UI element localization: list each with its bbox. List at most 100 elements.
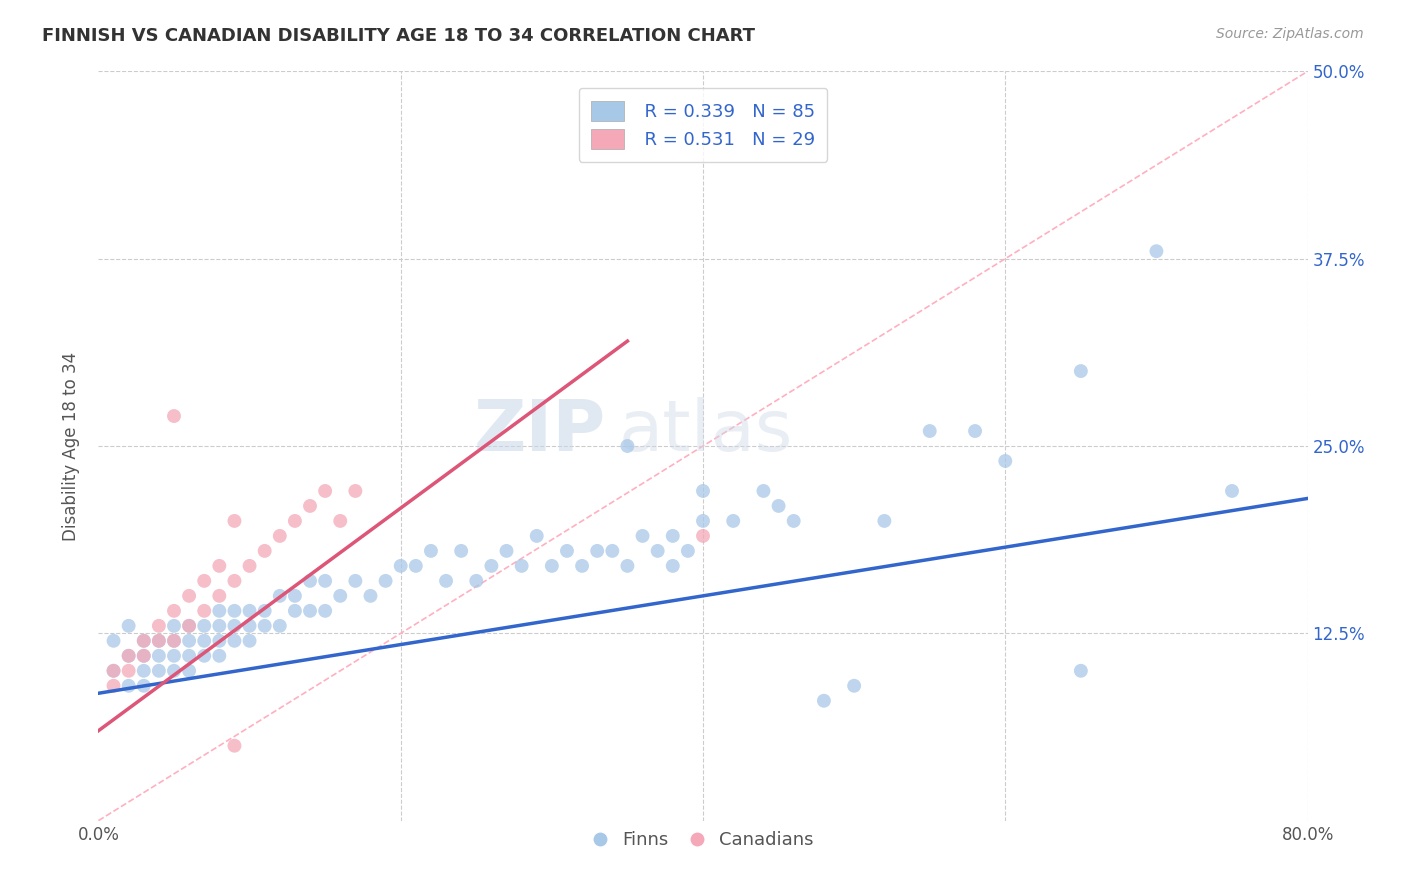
Point xyxy=(118,648,141,663)
Point xyxy=(208,648,231,663)
Point xyxy=(179,619,201,633)
Point xyxy=(224,574,246,588)
Point xyxy=(284,589,307,603)
Point xyxy=(179,619,201,633)
Point xyxy=(224,739,246,753)
Point xyxy=(103,664,125,678)
Point xyxy=(450,544,472,558)
Point xyxy=(163,664,186,678)
Point xyxy=(103,679,125,693)
Y-axis label: Disability Age 18 to 34: Disability Age 18 to 34 xyxy=(62,351,80,541)
Point xyxy=(118,619,141,633)
Point xyxy=(374,574,396,588)
Point xyxy=(239,633,262,648)
Point xyxy=(329,514,352,528)
Point xyxy=(208,558,231,573)
Point xyxy=(239,619,262,633)
Point xyxy=(239,604,262,618)
Point xyxy=(465,574,488,588)
Point xyxy=(208,619,231,633)
Point xyxy=(813,694,835,708)
Point xyxy=(692,514,714,528)
Point xyxy=(752,483,775,498)
Point xyxy=(193,633,215,648)
Point xyxy=(329,589,352,603)
Point xyxy=(540,558,562,573)
Point xyxy=(299,574,322,588)
Point xyxy=(224,604,246,618)
Point xyxy=(481,558,503,573)
Legend: Finns, Canadians: Finns, Canadians xyxy=(586,824,820,856)
Point xyxy=(163,633,186,648)
Point xyxy=(132,648,155,663)
Point xyxy=(420,544,443,558)
Point xyxy=(768,499,790,513)
Point xyxy=(676,544,699,558)
Point xyxy=(148,648,170,663)
Point xyxy=(360,589,382,603)
Point xyxy=(692,483,714,498)
Point xyxy=(405,558,427,573)
Point xyxy=(239,558,262,573)
Point xyxy=(148,633,170,648)
Point xyxy=(193,619,215,633)
Point xyxy=(602,544,624,558)
Point xyxy=(314,483,336,498)
Point xyxy=(918,424,941,438)
Text: FINNISH VS CANADIAN DISABILITY AGE 18 TO 34 CORRELATION CHART: FINNISH VS CANADIAN DISABILITY AGE 18 TO… xyxy=(42,27,755,45)
Point xyxy=(661,529,683,543)
Point xyxy=(163,633,186,648)
Point xyxy=(224,619,246,633)
Point xyxy=(631,529,654,543)
Point xyxy=(284,514,307,528)
Point xyxy=(299,604,322,618)
Point xyxy=(179,633,201,648)
Point xyxy=(224,514,246,528)
Point xyxy=(723,514,745,528)
Point xyxy=(118,648,141,663)
Point xyxy=(616,558,638,573)
Point xyxy=(132,679,155,693)
Point xyxy=(269,619,291,633)
Point xyxy=(132,664,155,678)
Point xyxy=(389,558,412,573)
Point xyxy=(163,409,186,423)
Point xyxy=(179,664,201,678)
Point xyxy=(1070,364,1092,378)
Point xyxy=(965,424,987,438)
Point xyxy=(526,529,548,543)
Point xyxy=(1220,483,1243,498)
Point xyxy=(1070,664,1092,678)
Point xyxy=(179,648,201,663)
Point xyxy=(692,529,714,543)
Point xyxy=(344,574,367,588)
Point xyxy=(616,439,638,453)
Point xyxy=(253,544,276,558)
Point xyxy=(1144,244,1167,259)
Point xyxy=(208,589,231,603)
Point xyxy=(193,574,215,588)
Point xyxy=(253,619,276,633)
Point xyxy=(118,664,141,678)
Point xyxy=(314,604,336,618)
Point xyxy=(284,604,307,618)
Point xyxy=(873,514,896,528)
Point xyxy=(510,558,533,573)
Point xyxy=(434,574,457,588)
Point xyxy=(344,483,367,498)
Point xyxy=(555,544,578,558)
Point xyxy=(299,499,322,513)
Point xyxy=(148,619,170,633)
Point xyxy=(163,604,186,618)
Point xyxy=(179,589,201,603)
Point xyxy=(269,589,291,603)
Point xyxy=(783,514,806,528)
Point xyxy=(571,558,593,573)
Point xyxy=(647,544,669,558)
Text: atlas: atlas xyxy=(619,397,793,466)
Point xyxy=(132,633,155,648)
Point xyxy=(132,648,155,663)
Text: ZIP: ZIP xyxy=(474,397,606,466)
Point xyxy=(163,648,186,663)
Point xyxy=(224,633,246,648)
